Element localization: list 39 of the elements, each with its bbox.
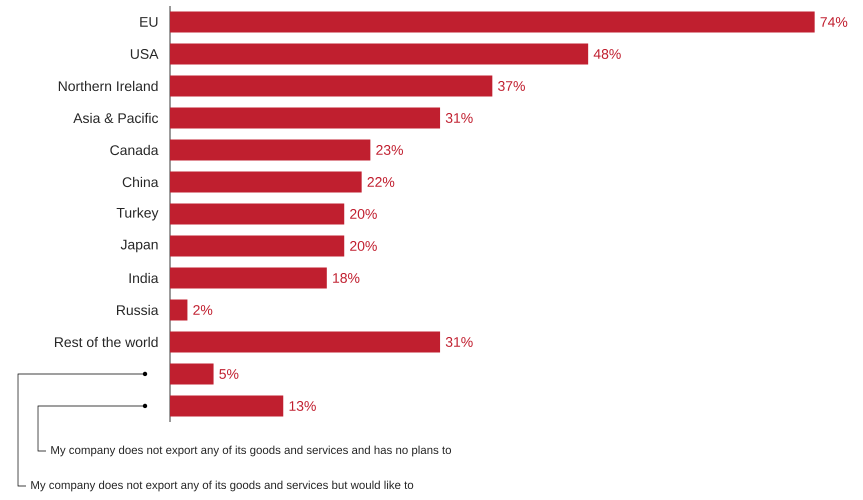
y-tick-label: India (130, 272, 158, 284)
y-tick-label: Turkey (116, 207, 158, 220)
text: My company does not export any of its goods and services and has no plans to (51, 446, 452, 456)
bar (170, 139, 370, 160)
y-tick-label: EU (140, 17, 158, 27)
bar (170, 107, 440, 128)
text: My company does not export any of its goods and services but would like to (31, 480, 414, 492)
y-tick-label: Asia & Pacific (73, 112, 158, 124)
data-label: 5% (219, 369, 238, 379)
bar (170, 331, 440, 352)
data-label: 74% (820, 17, 848, 27)
y-tick-label: Canada (110, 144, 158, 156)
data-label: 13% (290, 401, 316, 411)
data-label: 48% (594, 49, 621, 59)
data-label: 18% (333, 273, 360, 283)
y-tick-label: Japan (120, 240, 158, 252)
data-label: 23% (376, 145, 403, 155)
y-tick-label: Rest of the world (54, 336, 158, 348)
bar (170, 11, 815, 32)
bar (170, 43, 588, 64)
data-label: 20% (350, 241, 377, 251)
bar (170, 203, 344, 224)
data-label: 31% (446, 113, 473, 123)
bar (170, 267, 327, 288)
data-label: 31% (446, 337, 473, 347)
bar (170, 235, 344, 256)
y-tick-label: Northern Ireland (58, 80, 158, 92)
bar (170, 171, 362, 192)
y-tick-label: USA (130, 49, 158, 59)
bar (170, 299, 188, 320)
data-label: 2% (193, 305, 212, 315)
y-tick-label: China (122, 176, 158, 188)
bar (170, 395, 284, 416)
data-label: 22% (368, 177, 394, 187)
bar (170, 75, 492, 96)
data-label: 37% (498, 81, 525, 91)
bar (170, 363, 214, 384)
y-tick-label: Russia (116, 304, 158, 316)
data-label: 20% (350, 209, 377, 219)
